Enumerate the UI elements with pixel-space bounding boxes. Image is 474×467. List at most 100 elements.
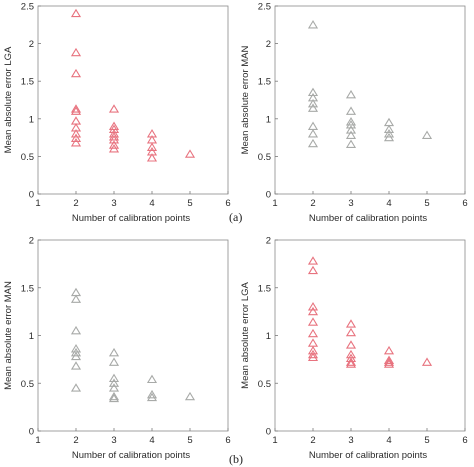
triangle-marker (307, 20, 319, 29)
triangle-marker (383, 345, 395, 355)
x-axis-title: Number of calibration points (309, 450, 428, 461)
triangle-marker (184, 149, 196, 158)
triangle-marker (108, 373, 120, 383)
y-axis-title: Mean absolute error MAN (240, 45, 251, 154)
y-tick-label: 2 (266, 236, 271, 247)
scatter-panel-a-man: 1 2 3 4 5 6 0 0.5 1 1.5 2 2.5 Number of calibration … (240, 2, 468, 225)
triangle-marker (70, 347, 82, 357)
x-tick-label: 2 (310, 198, 315, 209)
plot-frame (274, 5, 466, 195)
triangle-marker (307, 129, 319, 138)
triangle-marker (70, 138, 82, 147)
triangle-marker (70, 104, 82, 113)
triangle-marker (70, 106, 82, 115)
y-axis-title: Mean absolute error LGA (240, 282, 251, 389)
y-tick-label: 2 (29, 39, 34, 50)
triangle-marker (70, 68, 82, 78)
x-tick-label: 1 (35, 435, 40, 446)
triangle-marker (383, 359, 395, 368)
scatter-panel-a-lga: 1 2 3 4 5 6 0 0.5 1 1.5 2 2.5 Number of calibration … (3, 2, 231, 225)
scatter-panel-b-lga: 1 2 3 4 5 6 0 0.5 1 1.5 2 Number of calibration poi… (240, 236, 468, 462)
triangle-marker (146, 389, 158, 399)
triangle-marker (307, 138, 319, 148)
x-tick-label: 5 (424, 198, 429, 209)
panel-label-a: (a) (229, 210, 243, 224)
triangle-marker (307, 349, 319, 359)
x-tick-label: 5 (187, 198, 192, 209)
triangle-marker (383, 129, 395, 138)
triangle-marker (307, 265, 319, 275)
x-tick-label: 6 (225, 435, 230, 446)
triangle-marker (70, 8, 82, 18)
triangle-marker (146, 392, 158, 402)
triangle-marker (108, 104, 120, 113)
x-tick-label: 4 (386, 435, 391, 446)
x-tick-label: 4 (149, 435, 154, 446)
plot-frame (37, 5, 229, 195)
y-tick-label: 0 (266, 427, 271, 438)
triangle-marker (307, 98, 319, 108)
triangle-marker (345, 139, 357, 148)
y-tick-label: 0 (29, 427, 34, 438)
y-tick-label: 1.5 (258, 77, 271, 88)
x-tick-label: 2 (73, 435, 78, 446)
x-tick-label: 3 (111, 435, 116, 446)
triangle-marker (345, 357, 357, 366)
y-tick-label: 1 (266, 331, 271, 342)
triangle-marker (70, 133, 82, 142)
triangle-marker (108, 135, 120, 144)
triangle-marker (70, 351, 82, 361)
triangle-marker (383, 357, 395, 366)
triangle-marker (108, 347, 120, 357)
y-tick-label: 1 (29, 114, 34, 125)
triangle-marker (307, 317, 319, 326)
triangle-marker (383, 355, 395, 364)
triangle-marker (345, 359, 357, 368)
y-axis-title: Mean absolute error MAN (3, 281, 14, 390)
triangle-marker (345, 327, 357, 337)
y-tick-label: 1.5 (21, 77, 34, 88)
triangle-marker (307, 306, 319, 316)
triangle-marker (70, 361, 82, 370)
triangle-marker (108, 144, 120, 153)
y-tick-label: 1 (29, 331, 34, 342)
y-tick-label: 0.5 (21, 152, 34, 163)
triangle-marker (307, 352, 319, 362)
y-tick-label: 0.5 (21, 379, 34, 390)
x-tick-label: 3 (111, 198, 116, 209)
triangle-marker (108, 357, 120, 366)
y-tick-label: 1.5 (258, 283, 271, 294)
triangle-marker (345, 89, 357, 99)
triangle-marker (70, 294, 82, 303)
x-axis-title: Number of calibration points (72, 213, 191, 224)
triangle-marker (70, 129, 82, 138)
x-tick-label: 5 (187, 435, 192, 446)
triangle-marker (70, 47, 82, 57)
triangle-marker (421, 130, 433, 139)
triangle-marker (307, 328, 319, 338)
triangle-marker (383, 132, 395, 142)
triangle-marker (146, 374, 158, 384)
y-tick-label: 2.5 (258, 2, 271, 13)
triangle-marker (307, 103, 319, 112)
plot-frame (37, 239, 229, 432)
y-tick-label: 0.5 (258, 152, 271, 163)
triangle-marker (184, 391, 196, 401)
x-axis-title: Number of calibration points (72, 450, 191, 461)
triangle-marker (146, 153, 158, 162)
x-tick-label: 1 (272, 198, 277, 209)
triangle-marker (421, 357, 433, 366)
panel-label-b: (b) (229, 452, 243, 466)
x-tick-label: 6 (462, 198, 467, 209)
y-tick-label: 1.5 (21, 283, 34, 294)
x-axis-title: Number of calibration points (309, 213, 428, 224)
triangle-marker (70, 383, 82, 392)
x-tick-label: 6 (225, 198, 230, 209)
triangle-marker (307, 302, 319, 311)
triangle-marker (307, 87, 319, 97)
y-tick-label: 0.5 (258, 379, 271, 390)
x-tick-label: 4 (386, 198, 391, 209)
triangle-marker (345, 319, 357, 328)
triangle-marker (345, 106, 357, 115)
